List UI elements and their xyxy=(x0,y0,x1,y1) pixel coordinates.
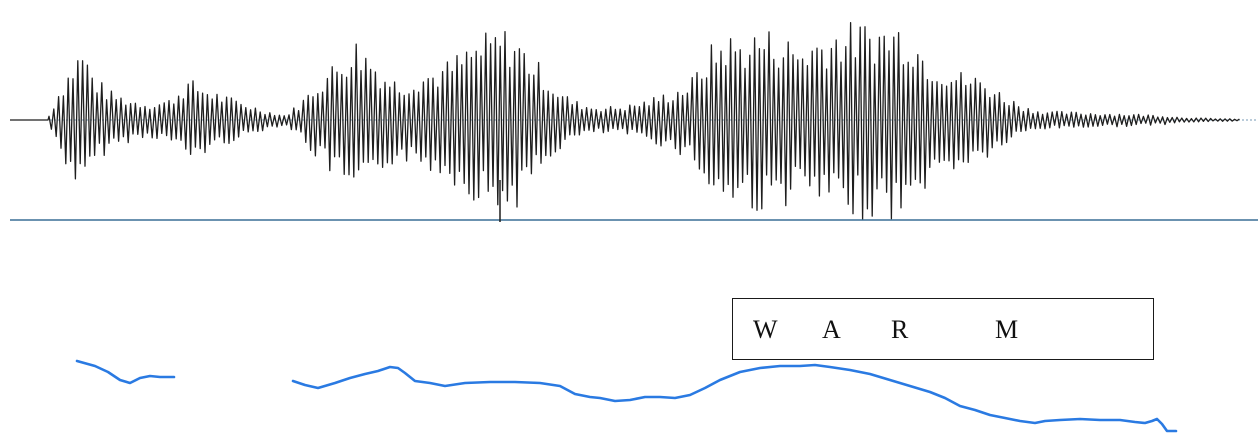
word-letter-w: W xyxy=(753,315,778,344)
word-letter-a: A xyxy=(822,315,841,344)
speech-waveform xyxy=(10,22,1240,221)
pitch-contour-segment-1 xyxy=(75,359,176,385)
word-letter-m: M xyxy=(995,315,1019,344)
pitch-contour-segment-2 xyxy=(291,363,1178,433)
word-letter-r: R xyxy=(891,315,909,344)
word-label-box: W A R M xyxy=(732,298,1154,360)
